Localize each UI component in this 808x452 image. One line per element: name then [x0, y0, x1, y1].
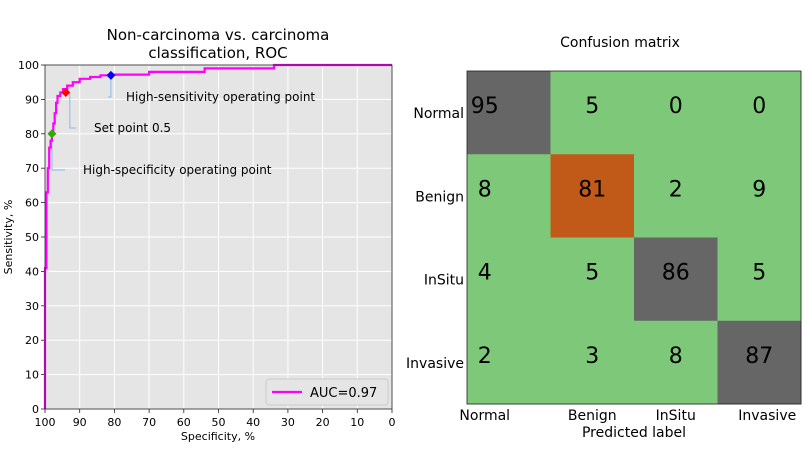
cm-cell	[634, 320, 718, 405]
cm-y-tick-label: Benign	[415, 189, 464, 205]
cm-cell-value: 8	[478, 177, 492, 202]
roc-legend-box	[265, 378, 389, 406]
cm-y-tick-label: Normal	[413, 106, 464, 122]
roc-chart: Non-carcinoma vs. carcinoma classificati…	[2, 26, 396, 443]
cm-x-tick-label: Benign	[568, 408, 617, 424]
cm-cell-value: 5	[752, 261, 766, 286]
roc-y-axis-label: Sensitivity, %	[2, 200, 15, 275]
cm-cell-value: 2	[478, 344, 492, 369]
cm-cell	[634, 154, 718, 238]
cm-cell	[467, 320, 551, 405]
roc-plot-frame	[44, 64, 393, 410]
cm-cell	[634, 237, 718, 322]
cm-cells: 95 5 0 0 8 81 2 9 4 5 86 5 2 3 8 87	[467, 71, 802, 405]
cm-cell	[550, 237, 635, 322]
cm-y-tick-label: Invasive	[406, 356, 464, 372]
roc-y-tick-label: 70	[25, 162, 39, 175]
roc-ticks: 100 90 80 70 60 50 40 30 20 10 0010203040506070809…	[18, 59, 396, 429]
cm-cell	[634, 71, 718, 155]
cm-cell	[550, 71, 635, 155]
cm-cell	[467, 237, 551, 322]
roc-x-tick-label: 20	[316, 416, 330, 429]
roc-x-tick-label: 70	[142, 416, 156, 429]
roc-annotations: High-sensitivity operating point Set poin…	[51, 75, 315, 177]
roc-y-tick-label: 40	[25, 265, 39, 278]
roc-x-tick-label: 0	[389, 416, 396, 429]
roc-x-tick-label: 50	[212, 416, 226, 429]
set-point-annotation-line	[69, 92, 76, 129]
roc-y-tick-label: 80	[25, 128, 39, 141]
cm-cell	[717, 154, 802, 238]
cm-cell-value: 5	[585, 261, 599, 286]
cm-frame	[466, 70, 802, 405]
roc-y-tick-label: 0	[32, 403, 39, 416]
cm-cell	[550, 320, 635, 405]
roc-x-tick-label: 100	[35, 416, 56, 429]
roc-x-tick-label: 30	[281, 416, 295, 429]
roc-x-tick-label: 40	[246, 416, 260, 429]
cm-cell	[467, 71, 551, 155]
high-specificity-annotation-label: High-specificity operating point	[83, 163, 272, 177]
high-sensitivity-annotation-label: High-sensitivity operating point	[126, 90, 315, 104]
roc-title-line1: Non-carcinoma vs. carcinoma	[107, 26, 330, 44]
cm-cell	[550, 154, 635, 238]
set-point-annotation-label: Set point 0.5	[94, 121, 171, 135]
cm-cell-value: 8	[669, 344, 683, 369]
cm-ticks: Normal Benign InSitu Invasive Normal Benign In…	[406, 106, 796, 424]
roc-operating-points	[47, 70, 116, 139]
cm-title: Confusion matrix	[560, 35, 680, 51]
cm-cell-value: 3	[585, 344, 599, 369]
high-specificity-annotation-line	[51, 133, 65, 171]
cm-cell-value: 9	[752, 177, 766, 202]
cm-cell	[467, 154, 551, 238]
roc-x-tick-label: 10	[350, 416, 364, 429]
roc-y-tick-label: 90	[25, 93, 39, 106]
cm-x-tick-label: Invasive	[738, 408, 796, 424]
cm-x-tick-label: Normal	[459, 408, 510, 424]
cm-cell	[717, 237, 802, 322]
cm-cell	[717, 320, 802, 405]
roc-y-tick-label: 100	[18, 59, 39, 72]
roc-x-tick-label: 90	[73, 416, 87, 429]
confusion-matrix-chart: Confusion matrix 95 5 0 0 8 81 2 9 4 5 86 5 2 3 8 87 No…	[406, 35, 802, 441]
cm-y-tick-label: InSitu	[424, 273, 464, 289]
cm-cell-value: 4	[478, 261, 492, 286]
high-specificity-point-marker	[47, 129, 57, 139]
roc-y-tick-label: 60	[25, 197, 39, 210]
high-sensitivity-point-marker	[106, 70, 116, 80]
cm-cell-value: 0	[752, 94, 766, 119]
set-point-marker	[61, 88, 71, 98]
cm-cell-value: 95	[471, 94, 499, 119]
cm-cell-value: 81	[578, 177, 606, 202]
cm-x-tick-label: InSitu	[656, 408, 696, 424]
roc-legend: AUC=0.97	[265, 378, 389, 406]
roc-y-tick-label: 20	[25, 334, 39, 347]
roc-x-tick-label: 60	[177, 416, 191, 429]
roc-title-line2: classification, ROC	[148, 44, 287, 62]
cm-cell-value: 0	[669, 94, 683, 119]
cm-x-axis-label: Predicted label	[582, 425, 686, 441]
cm-cell	[717, 71, 802, 155]
roc-y-tick-label: 10	[25, 369, 39, 382]
cm-cell-value: 87	[745, 344, 773, 369]
roc-legend-label: AUC=0.97	[310, 386, 377, 401]
cm-cell-value: 5	[585, 94, 599, 119]
cm-cell-value: 2	[669, 177, 683, 202]
roc-x-axis-label: Specificity, %	[181, 430, 255, 443]
roc-y-tick-label: 30	[25, 300, 39, 313]
cm-cell-value: 86	[662, 261, 690, 286]
high-sensitivity-annotation-line	[108, 75, 112, 98]
roc-x-tick-label: 80	[107, 416, 121, 429]
roc-y-tick-label: 50	[25, 231, 39, 244]
